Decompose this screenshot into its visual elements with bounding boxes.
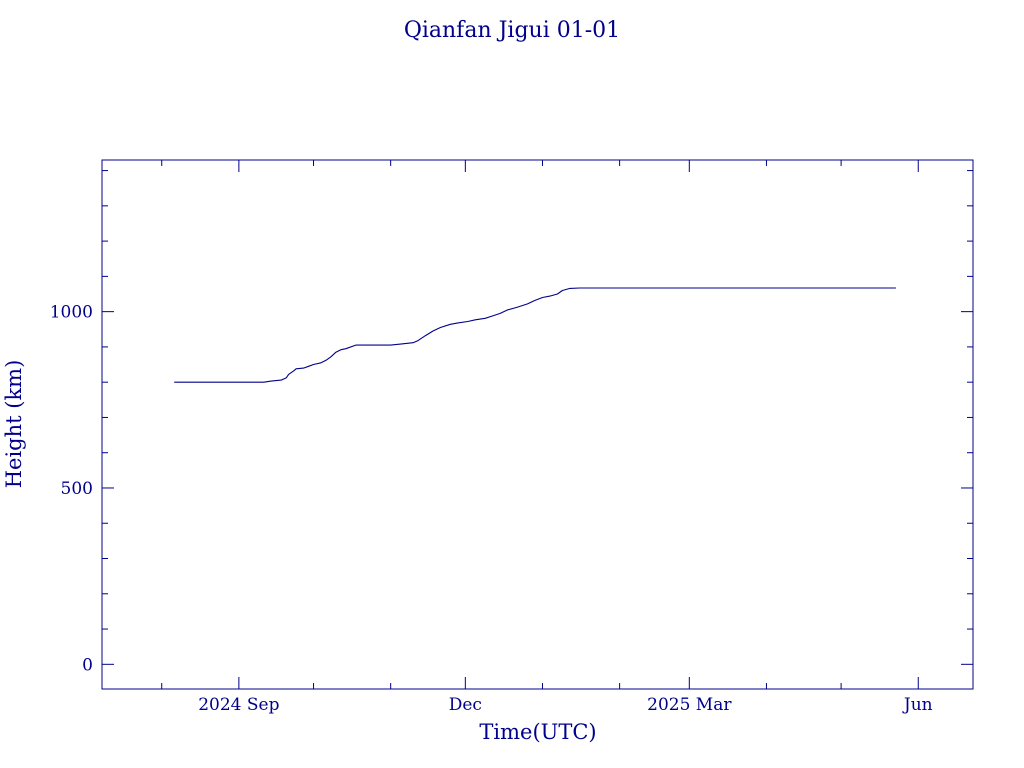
minor-ticks — [102, 160, 973, 689]
x-tick-label: Jun — [902, 695, 933, 715]
height-series-line — [174, 287, 896, 383]
x-tick-label: Dec — [449, 695, 482, 715]
data-layer — [174, 287, 896, 383]
y-tick-label: 1000 — [50, 303, 93, 323]
x-tick-labels: 2024 Sep Dec 2025 Mar Jun — [198, 695, 932, 715]
y-axis-label: Height (km) — [2, 360, 26, 489]
x-tick-label: 2025 Mar — [647, 695, 732, 715]
x-tick-label: 2024 Sep — [198, 695, 279, 715]
y-tick-labels: 0 500 1000 — [50, 303, 93, 676]
major-ticks — [102, 160, 973, 689]
y-tick-label: 500 — [61, 479, 93, 499]
plot-frame — [101, 159, 974, 690]
x-axis-label: Time(UTC) — [479, 720, 596, 744]
y-tick-label: 0 — [82, 655, 93, 675]
chart-title: Qianfan Jigui 01-01 — [404, 18, 620, 43]
